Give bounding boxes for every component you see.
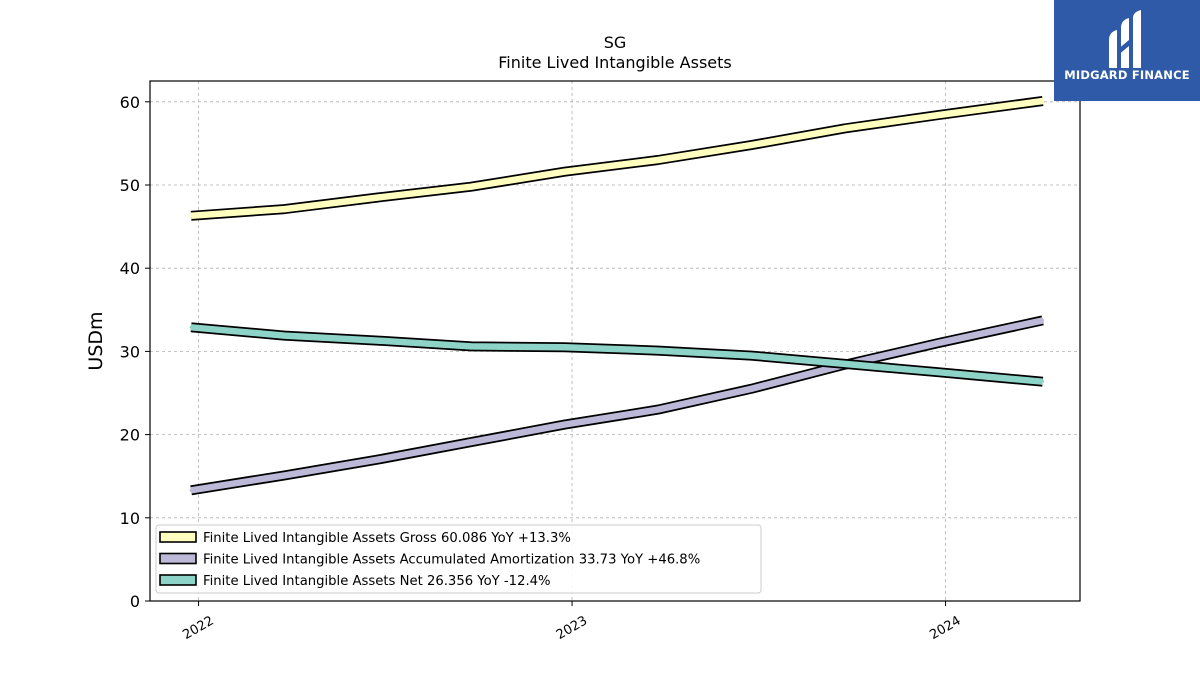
data-point bbox=[563, 170, 567, 174]
plot-frame bbox=[149, 80, 1081, 602]
x-tick-label: 2022 bbox=[180, 613, 216, 643]
legend-swatch bbox=[159, 552, 197, 565]
legend-label: Finite Lived Intangible Assets Gross 60.… bbox=[203, 531, 571, 546]
data-point bbox=[563, 423, 567, 427]
brand-logo: MIDGARD FINANCE bbox=[1054, 0, 1200, 101]
data-point bbox=[936, 370, 940, 374]
data-point bbox=[469, 440, 473, 444]
data-point bbox=[282, 207, 286, 211]
y-tick-label: 20 bbox=[120, 426, 140, 445]
x-tick-label: 2024 bbox=[927, 613, 963, 643]
legend-swatch bbox=[159, 574, 197, 586]
series-line bbox=[190, 317, 1044, 494]
y-axis-label: USDm bbox=[85, 311, 107, 370]
y-tick-label: 10 bbox=[120, 509, 140, 528]
y-tick-label: 0 bbox=[130, 592, 140, 611]
brand-logo-icon bbox=[1109, 10, 1141, 68]
data-point bbox=[936, 113, 940, 117]
data-point bbox=[749, 354, 753, 358]
x-axis: 2022 2023 2024 bbox=[180, 601, 964, 643]
y-tick-label: 30 bbox=[120, 342, 140, 361]
data-point bbox=[282, 334, 286, 338]
data-point bbox=[563, 345, 567, 349]
y-tick-label: 40 bbox=[120, 259, 140, 278]
data-point bbox=[376, 458, 380, 462]
data-point bbox=[843, 362, 847, 366]
data-point bbox=[749, 387, 753, 391]
data-point bbox=[189, 325, 193, 329]
series-line bbox=[190, 324, 1043, 385]
legend-label: Finite Lived Intangible Assets Net 26.35… bbox=[203, 574, 551, 589]
legend: Finite Lived Intangible Assets Gross 60.… bbox=[155, 524, 762, 594]
data-point bbox=[469, 185, 473, 189]
brand-name: MIDGARD FINANCE bbox=[1064, 68, 1190, 82]
y-axis: 0 10 20 30 40 50 60 bbox=[120, 93, 150, 611]
data-point bbox=[843, 126, 847, 130]
series-layer bbox=[189, 96, 1045, 496]
data-point bbox=[1041, 380, 1045, 384]
y-tick-label: 60 bbox=[120, 93, 140, 112]
data-point bbox=[656, 408, 660, 412]
x-tick-label: 2023 bbox=[554, 613, 590, 643]
data-point bbox=[936, 341, 940, 345]
data-point bbox=[376, 195, 380, 199]
data-point bbox=[656, 349, 660, 353]
y-tick-label: 50 bbox=[120, 176, 140, 195]
data-point bbox=[469, 344, 473, 348]
data-point bbox=[282, 473, 286, 477]
data-point bbox=[1041, 318, 1045, 322]
chart-subtitle: Finite Lived Intangible Assets bbox=[498, 53, 731, 72]
data-point bbox=[656, 158, 660, 162]
data-point bbox=[189, 214, 193, 218]
series-line bbox=[190, 97, 1044, 220]
data-point bbox=[1041, 99, 1045, 103]
chart-title: SG bbox=[604, 33, 627, 52]
legend-label: Finite Lived Intangible Assets Accumulat… bbox=[203, 553, 700, 568]
legend-swatch bbox=[159, 531, 197, 543]
legend-box bbox=[155, 524, 762, 594]
data-point bbox=[749, 143, 753, 147]
data-point bbox=[376, 339, 380, 343]
data-point bbox=[189, 488, 193, 492]
